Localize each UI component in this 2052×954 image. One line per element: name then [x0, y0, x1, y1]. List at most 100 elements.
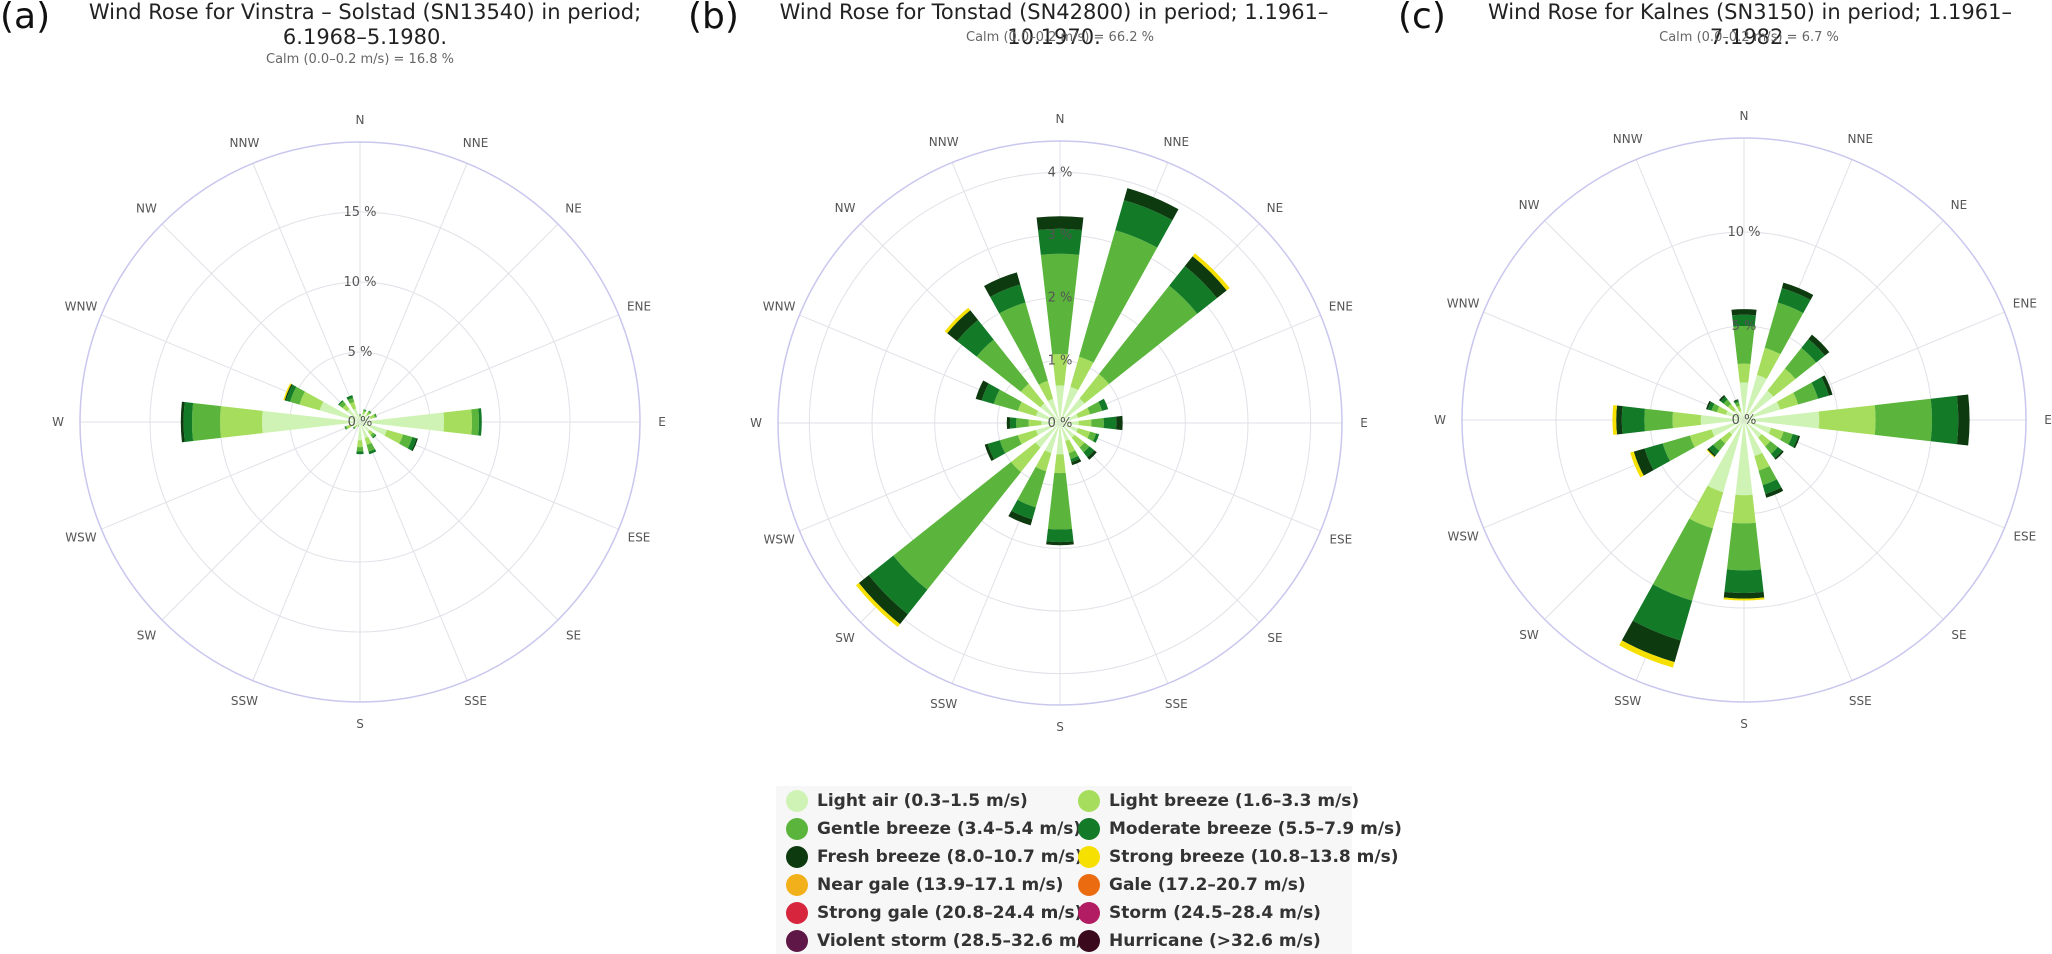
- direction-label: ENE: [1329, 300, 1353, 314]
- legend-item[interactable]: Near gale (13.9–17.1 m/s): [786, 873, 1063, 897]
- rose-bar-segment: [1087, 431, 1097, 442]
- legend-item[interactable]: Gale (17.2–20.7 m/s): [1078, 873, 1306, 897]
- rose-bar-segment: [1706, 449, 1715, 458]
- rose-bar-segment: [357, 425, 359, 427]
- direction-label: NNW: [929, 135, 959, 149]
- chart-title: Wind Rose for Vinstra – Solstad (SN13540…: [88, 0, 642, 49]
- direction-label: NNE: [1164, 135, 1190, 149]
- rose-bar-segment: [366, 442, 375, 452]
- legend-swatch: [1078, 790, 1100, 812]
- rose-bar-segment: [1707, 401, 1715, 411]
- rose-bar-segment: [338, 400, 344, 406]
- rose-bar-segment: [1099, 285, 1198, 384]
- rose-bar-segment: [369, 414, 375, 419]
- direction-label: S: [356, 717, 364, 731]
- rose-bar-segment: [443, 409, 473, 435]
- rose-bar-segment: [342, 404, 350, 412]
- rose-bar-segment: [1028, 419, 1042, 427]
- legend-item[interactable]: Strong breeze (10.8–13.8 m/s): [1078, 845, 1398, 869]
- rose-bar-segment: [1780, 431, 1793, 445]
- direction-label: N: [1740, 109, 1749, 123]
- direction-label: W: [52, 415, 64, 429]
- rose-bar-segment: [339, 401, 347, 409]
- rose-bar-segment: [1874, 398, 1932, 442]
- rose-bar-segment: [1035, 410, 1060, 423]
- rose-bar-segment: [1720, 431, 1733, 444]
- legend-item[interactable]: Strong gale (20.8–24.4 m/s): [786, 901, 1082, 925]
- rose-bar-segment: [370, 432, 376, 438]
- rose-bar-segment: [1731, 309, 1757, 316]
- rose-bar-segment: [363, 409, 367, 411]
- wind-rose-panel-c: (c) Wind Rose for Kalnes (SN3150) in per…: [1368, 0, 2052, 780]
- direction-label: S: [1056, 720, 1064, 734]
- radial-tick-label: 10 %: [343, 275, 376, 290]
- rose-bar-segment: [1070, 455, 1080, 463]
- rose-bar-segment: [1784, 347, 1817, 380]
- rose-bar-segment: [1758, 466, 1777, 486]
- direction-label: ESE: [2013, 529, 2036, 543]
- rose-bar-segment: [1739, 382, 1749, 420]
- rose-bar-segment: [1756, 347, 1781, 379]
- rose-bar-segment: [1612, 405, 1617, 435]
- direction-label: E: [2044, 413, 2052, 427]
- direction-label: SSE: [1165, 697, 1188, 711]
- direction-label: W: [750, 416, 762, 430]
- rose-bar-segment: [1630, 451, 1644, 478]
- rose-bar-segment: [1718, 394, 1726, 402]
- rose-bar-segment: [1720, 396, 1728, 404]
- legend-item[interactable]: Light breeze (1.6–3.3 m/s): [1078, 789, 1359, 813]
- legend-item[interactable]: Hurricane (>32.6 m/s): [1078, 929, 1321, 953]
- rose-bar-segment: [1060, 386, 1079, 423]
- rose-bar-segment: [1035, 423, 1060, 436]
- rose-bar-segment: [1768, 427, 1784, 441]
- rose-bar-segment: [1781, 282, 1814, 300]
- legend-item[interactable]: Light air (0.3–1.5 m/s): [786, 789, 1028, 813]
- rose-bar-segment: [1044, 423, 1060, 454]
- rose-bar-segment: [1707, 420, 1744, 493]
- rose-bar-segment: [360, 414, 368, 422]
- grid-ring: [149, 211, 571, 633]
- rose-bar-segment: [285, 384, 297, 402]
- direction-label: ESE: [628, 531, 651, 545]
- rose-bar-segment: [1056, 423, 1064, 455]
- legend: Light air (0.3–1.5 m/s) Light breeze (1.…: [776, 786, 1402, 954]
- rose-bar-segment: [1060, 398, 1085, 423]
- direction-label: NNE: [463, 136, 489, 150]
- rose-bar-segment: [1736, 405, 1742, 412]
- rose-bar-segment: [1060, 423, 1070, 442]
- rose-bar-segment: [987, 440, 1006, 460]
- legend-item[interactable]: Gentle breeze (3.4–5.4 m/s): [786, 817, 1081, 841]
- legend-label: Light breeze (1.6–3.3 m/s): [1109, 791, 1360, 811]
- rose-bar-segment: [1774, 450, 1784, 460]
- legend-label: Hurricane (>32.6 m/s): [1109, 931, 1321, 951]
- legend-item[interactable]: Violent storm (28.5–32.6 m/s): [786, 929, 1101, 953]
- legend-item[interactable]: Moderate breeze (5.5–7.9 m/s): [1078, 817, 1402, 841]
- rose-bar-segment: [1744, 374, 1767, 420]
- legend-item[interactable]: Fresh breeze (8.0–10.7 m/s): [786, 845, 1083, 869]
- legend-label: Strong gale (20.8–24.4 m/s): [817, 903, 1083, 923]
- rose-bar-segment: [855, 582, 901, 628]
- rose-bar-segment: [360, 422, 369, 439]
- rose-bar-segment: [1765, 487, 1784, 498]
- direction-label: NNE: [1848, 132, 1874, 146]
- rose-bar-segment: [471, 408, 479, 436]
- direction-label: WNW: [763, 300, 796, 314]
- rose-bar-segment: [366, 412, 370, 416]
- rose-bar-segment: [1055, 385, 1065, 423]
- rose-bar-segment: [947, 310, 979, 342]
- direction-label: ENE: [2013, 297, 2037, 311]
- rose-bar-segment: [1017, 466, 1047, 508]
- grid-ring: [808, 171, 1312, 675]
- legend-swatch: [1078, 846, 1100, 868]
- rose-bar-segment: [1068, 450, 1079, 460]
- direction-label: WNW: [1447, 297, 1480, 311]
- rose-bar-segment: [368, 410, 372, 414]
- rose-bar-segment: [1762, 479, 1782, 495]
- legend-item[interactable]: Storm (24.5–28.4 m/s): [1078, 901, 1321, 925]
- rose-bar-segment: [1708, 444, 1720, 456]
- rose-bar-segment: [1079, 230, 1158, 363]
- rose-bar-segment: [367, 429, 374, 436]
- legend-swatch: [786, 846, 808, 868]
- legend-swatch: [1078, 930, 1100, 952]
- rose-bar-segment: [1770, 446, 1783, 459]
